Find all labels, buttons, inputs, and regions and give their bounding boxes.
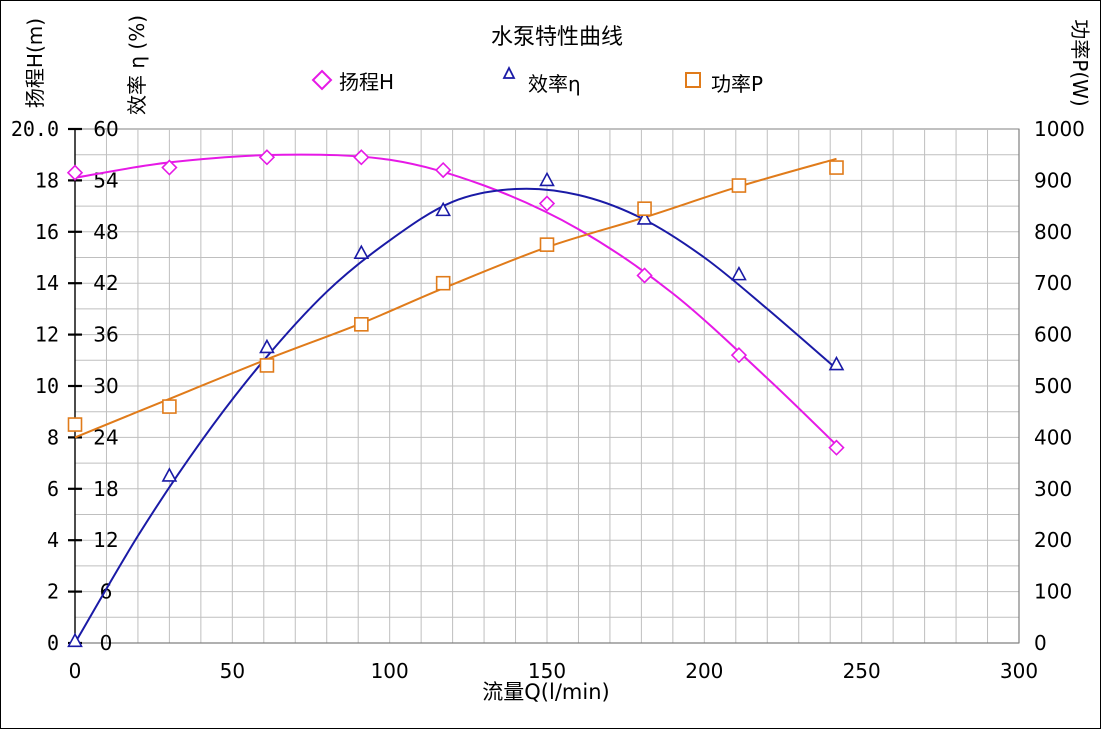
- head-tick-label: 8: [47, 425, 59, 449]
- efficiency-tick-label: 36: [93, 323, 118, 347]
- chart-title: 水泵特性曲线: [491, 25, 623, 50]
- efficiency-tick-label: 0: [100, 631, 113, 655]
- x-axis-label: 流量Q(l/min): [482, 680, 609, 704]
- power-tick-label: 100: [1034, 580, 1072, 604]
- efficiency-tick-label: 48: [93, 220, 118, 244]
- power-tick-label: 0: [1034, 631, 1047, 655]
- point-power: [354, 317, 369, 332]
- point-head: [435, 161, 452, 179]
- point-efficiency: [353, 244, 370, 260]
- point-head: [161, 159, 178, 176]
- head-tick-label: 6: [47, 477, 59, 501]
- point-head: [66, 164, 84, 181]
- efficiency-axis-label: 效率 η (%): [125, 15, 149, 115]
- x-tick-label: 50: [220, 659, 245, 683]
- fit-curve-efficiency: [74, 187, 838, 644]
- point-power: [829, 160, 844, 175]
- x-tick-label: 250: [843, 659, 881, 683]
- point-head: [636, 267, 653, 284]
- efficiency-tick-label: 30: [93, 374, 118, 398]
- legend-marker-square: [685, 72, 701, 88]
- point-head: [258, 149, 276, 166]
- point-power: [637, 201, 652, 216]
- point-power: [259, 358, 275, 373]
- x-tick-label: 0: [69, 659, 82, 683]
- x-tick-label: 200: [685, 659, 723, 683]
- head-tick-label: 14: [35, 271, 59, 295]
- power-tick-label: 900: [1034, 168, 1072, 192]
- grid: [75, 129, 1019, 643]
- power-tick-label: 400: [1034, 425, 1072, 449]
- point-efficiency: [636, 210, 653, 225]
- point-power: [731, 178, 747, 193]
- head-tick-label: 0: [47, 631, 59, 655]
- legend-item-power: 功率P: [685, 72, 763, 96]
- point-efficiency: [259, 338, 275, 354]
- point-head: [730, 347, 748, 364]
- head-tick-label: 18: [35, 168, 59, 192]
- head-tick-label: 12: [35, 323, 59, 347]
- legend-label-efficiency: 效率η: [528, 72, 581, 96]
- head-tick-label: 16: [35, 220, 59, 244]
- legend-item-head: 扬程H: [311, 69, 394, 94]
- data-points: [66, 149, 845, 648]
- power-tick-label: 700: [1034, 271, 1072, 295]
- point-efficiency: [828, 355, 845, 371]
- point-head: [828, 439, 845, 456]
- power-tick-label: 300: [1034, 477, 1072, 501]
- legend-marker-diamond: [311, 69, 333, 91]
- power-tick-label: 500: [1034, 374, 1072, 398]
- point-head: [353, 149, 370, 166]
- efficiency-tick-label: 60: [93, 117, 118, 141]
- point-efficiency: [539, 171, 555, 187]
- legend-item-efficiency: 效率η: [502, 65, 581, 96]
- point-efficiency: [435, 201, 452, 217]
- head-tick-label: 4: [47, 528, 59, 552]
- point-power: [539, 237, 555, 252]
- point-efficiency: [67, 632, 83, 648]
- head-tick-label: 10: [35, 374, 59, 398]
- legend: 扬程H 效率η 功率P: [311, 65, 763, 96]
- head-tick-label: 20.0: [11, 117, 59, 141]
- point-power: [162, 399, 177, 414]
- efficiency-tick-label: 24: [93, 425, 118, 449]
- x-tick-label: 300: [1000, 659, 1038, 683]
- legend-marker-triangle: [502, 65, 516, 79]
- point-efficiency: [161, 467, 178, 482]
- point-power: [435, 275, 451, 291]
- point-efficiency: [731, 265, 747, 281]
- efficiency-tick-label: 12: [93, 528, 118, 552]
- power-tick-label: 800: [1034, 220, 1072, 244]
- legend-label-power: 功率P: [711, 72, 763, 96]
- point-power: [67, 417, 83, 432]
- legend-label-head: 扬程H: [339, 70, 394, 94]
- power-tick-label: 200: [1034, 528, 1072, 552]
- axes: [68, 127, 1020, 645]
- x-tick-label: 100: [371, 659, 409, 683]
- power-tick-label: 1000: [1034, 117, 1085, 141]
- efficiency-tick-label: 18: [93, 477, 118, 501]
- power-axis-label: 功率P(W): [1068, 19, 1092, 106]
- x-tick-label: 150: [528, 659, 566, 683]
- efficiency-tick-label: 42: [93, 271, 118, 295]
- head-axis-label: 扬程H(m): [23, 18, 47, 108]
- power-tick-label: 600: [1034, 323, 1072, 347]
- point-head: [538, 195, 556, 212]
- head-tick-label: 2: [47, 580, 59, 604]
